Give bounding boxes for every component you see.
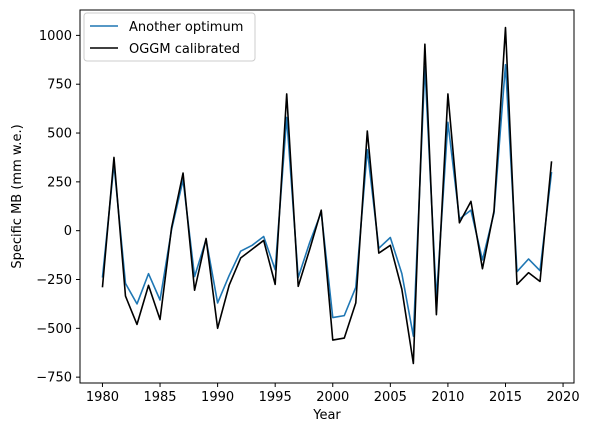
- y-tick-label: −500: [36, 322, 72, 337]
- x-tick-label: 2000: [316, 390, 349, 405]
- y-tick-label: 250: [47, 175, 72, 190]
- y-tick-label: −750: [36, 371, 72, 386]
- axes-frame: [79, 9, 575, 384]
- legend: Another optimum OGGM calibrated: [83, 12, 256, 62]
- legend-label-oggm-calibrated: OGGM calibrated: [129, 42, 240, 57]
- legend-label-another-optimum: Another optimum: [129, 20, 243, 35]
- x-tick-label: 2020: [547, 390, 580, 405]
- y-tick-label: 500: [47, 127, 72, 142]
- x-tick-label: 1980: [86, 390, 119, 405]
- x-tick-label: 2010: [431, 390, 464, 405]
- x-axis-ticks: 1980 1985 1990 1995 2000 2005 2010 2015 2020: [86, 383, 580, 405]
- y-tick-label: −250: [36, 273, 72, 288]
- y-tick-label: 750: [47, 78, 72, 93]
- y-tick-label: 0: [64, 224, 72, 239]
- x-tick-label: 2005: [374, 390, 407, 405]
- y-axis-label: Specific MB (mm w.e.): [10, 124, 25, 268]
- x-tick-label: 1985: [143, 390, 176, 405]
- x-tick-label: 1995: [259, 390, 292, 405]
- series-line-oggm-calibrated: [101, 26, 553, 365]
- legend-box: [83, 12, 256, 62]
- x-axis-label: Year: [312, 408, 341, 423]
- series-line-another-optimum: [101, 63, 553, 337]
- y-axis-ticks: −750 −500 −250 0 250 500 750 1000: [36, 29, 80, 386]
- plot-area: [101, 26, 553, 365]
- x-tick-label: 1990: [201, 390, 234, 405]
- axes-border: [79, 9, 575, 384]
- y-tick-label: 1000: [39, 29, 72, 44]
- x-tick-label: 2015: [489, 390, 522, 405]
